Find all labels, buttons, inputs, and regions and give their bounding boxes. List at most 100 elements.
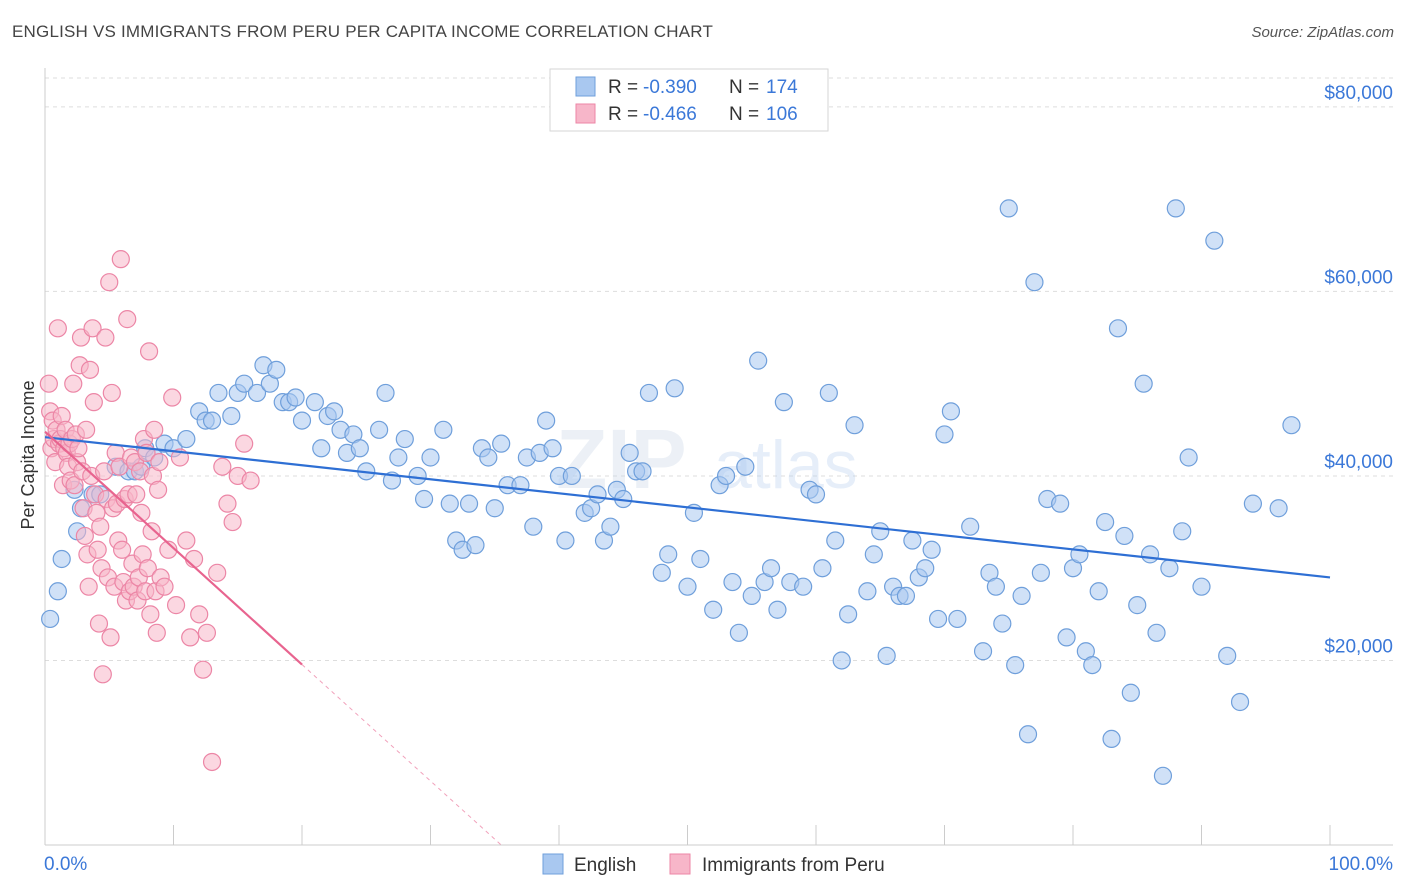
english-point: [1083, 655, 1102, 675]
english-point: [1031, 563, 1050, 582]
english-point: [633, 462, 652, 481]
english-point: [742, 586, 761, 605]
english-point: [1108, 319, 1128, 338]
peru-point: [197, 623, 217, 642]
english-point: [877, 646, 896, 665]
english-point: [267, 360, 286, 379]
english-point: [826, 531, 845, 550]
peru-point: [75, 526, 94, 546]
x-tick-label-min: 0.0%: [44, 854, 87, 875]
english-trend-line: [44, 436, 1331, 579]
english-point: [370, 420, 389, 439]
english-point: [1269, 499, 1288, 518]
english-point: [1243, 494, 1263, 513]
english-point: [845, 416, 864, 435]
peru-point: [208, 563, 227, 582]
english-point: [1012, 586, 1031, 605]
labels-layer: $20,000 $40,000 $60,000 $80,000 0.0% 100.0% Pe…: [18, 83, 1393, 875]
peru-point: [89, 614, 109, 633]
peru-point: [148, 480, 168, 499]
peru-point: [83, 319, 102, 338]
peru-point: [65, 476, 84, 495]
y-tick-label: $80,000: [1324, 83, 1393, 104]
peru-point: [141, 605, 160, 624]
english-point: [389, 448, 408, 467]
peru-trend-extension: [301, 664, 502, 846]
english-point: [601, 517, 620, 536]
peru-point: [132, 503, 151, 522]
peru-point: [64, 374, 83, 393]
english-point: [916, 559, 935, 578]
english-point: [511, 476, 530, 495]
english-point: [459, 494, 479, 513]
peru-point: [145, 420, 164, 439]
axes-layer: [44, 68, 1393, 846]
peru-point: [193, 660, 213, 679]
chart-title: ENGLISH VS IMMIGRANTS FROM PERU PER CAPI…: [12, 22, 714, 41]
peru-point: [95, 462, 114, 481]
english-point: [723, 572, 742, 592]
english-point: [1140, 545, 1160, 564]
peru-point: [241, 471, 260, 490]
series-legend: English Immigrants from Peru: [542, 853, 885, 876]
english-point: [247, 383, 267, 403]
peru-r-value: -0.466: [643, 104, 697, 125]
english-point: [376, 383, 395, 403]
english-point: [922, 540, 941, 559]
english-point: [896, 586, 916, 605]
peru-point: [127, 485, 146, 504]
english-point: [1102, 729, 1121, 748]
english-point: [761, 559, 781, 578]
peru-n-label: N =: [729, 104, 759, 125]
english-point: [325, 402, 344, 421]
peru-point: [88, 540, 107, 559]
english-point: [858, 582, 877, 601]
watermark-atlas: atlas: [714, 427, 858, 503]
english-point: [832, 651, 851, 670]
peru-point: [138, 559, 157, 578]
english-point: [556, 531, 575, 550]
peru-point: [101, 628, 120, 647]
peru-point: [102, 383, 121, 403]
english-point: [1089, 582, 1108, 601]
english-point: [768, 600, 787, 619]
english-point: [434, 420, 453, 439]
stats-legend: R = -0.390 N = 174 R = -0.466 N = 106: [549, 68, 829, 132]
english-point: [1096, 512, 1115, 532]
english-point: [1173, 522, 1192, 541]
english-point: [806, 485, 826, 504]
english-point: [421, 448, 440, 467]
english-point: [1153, 766, 1173, 785]
english-point: [492, 434, 511, 453]
peru-point: [48, 319, 67, 338]
english-point: [1230, 692, 1250, 712]
english-r-value: -0.390: [643, 77, 697, 98]
english-point: [1115, 526, 1134, 546]
english-r-label: R =: [608, 77, 638, 98]
peru-r-label: R =: [608, 104, 638, 125]
peru-point: [84, 393, 103, 412]
english-point: [871, 522, 890, 541]
peru-point: [184, 549, 204, 569]
english-point: [620, 443, 639, 462]
peru-point: [202, 752, 222, 772]
peru-point: [181, 628, 200, 647]
english-point: [928, 609, 948, 629]
english-point: [864, 545, 883, 564]
legend-peru-label: Immigrants from Peru: [702, 855, 885, 876]
english-swatch: [575, 76, 596, 97]
legend-peru-swatch: [669, 853, 691, 875]
english-point: [999, 199, 1018, 218]
peru-point: [96, 328, 115, 347]
english-point: [440, 494, 459, 513]
english-point: [1218, 646, 1237, 665]
y-tick-label: $60,000: [1324, 267, 1393, 288]
peru-point: [118, 310, 137, 329]
english-point: [588, 485, 607, 504]
source-credit: Source: ZipAtlas.com: [1251, 24, 1394, 41]
english-point: [1147, 623, 1166, 642]
english-point: [408, 466, 427, 486]
english-point: [48, 582, 67, 601]
english-point: [691, 549, 710, 569]
